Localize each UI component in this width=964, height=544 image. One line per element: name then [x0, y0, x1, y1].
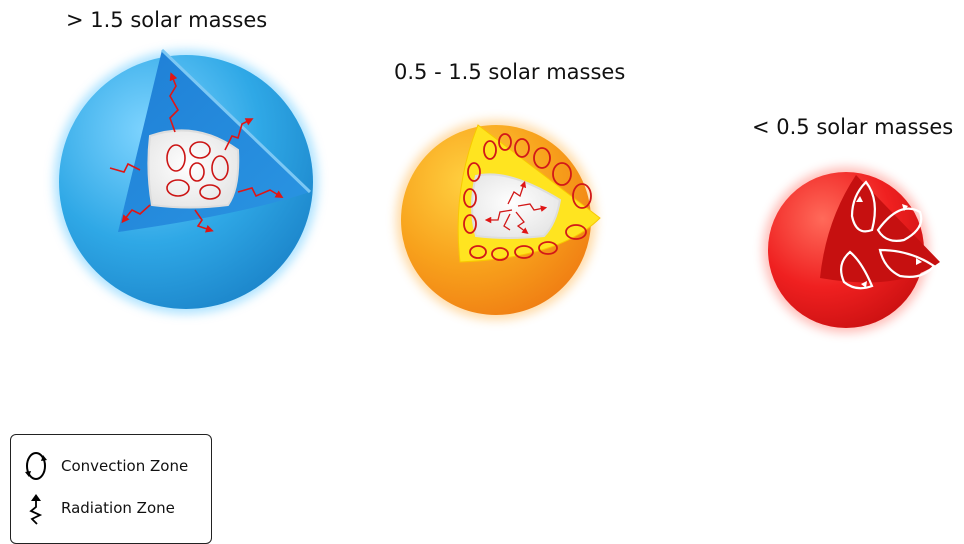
- legend-label-radiation: Radiation Zone: [61, 499, 175, 517]
- star-low-mass: [763, 167, 940, 333]
- radiation-zigzag-icon: [29, 494, 43, 525]
- legend: Convection Zone Radiation Zone: [10, 434, 212, 544]
- star-high-mass: [54, 48, 318, 314]
- star-label-mid-mass: 0.5 - 1.5 solar masses: [394, 60, 626, 84]
- star-structure-diagram: [54, 48, 940, 333]
- legend-label-convection: Convection Zone: [61, 457, 189, 475]
- legend-item-radiation: Radiation Zone: [21, 491, 175, 525]
- star-mid-mass: [396, 120, 601, 320]
- star-label-low-mass: < 0.5 solar masses: [752, 115, 954, 139]
- convection-loop-icon: [25, 452, 47, 480]
- star-label-high-mass: > 1.5 solar masses: [66, 8, 268, 32]
- legend-item-convection: Convection Zone: [21, 449, 188, 483]
